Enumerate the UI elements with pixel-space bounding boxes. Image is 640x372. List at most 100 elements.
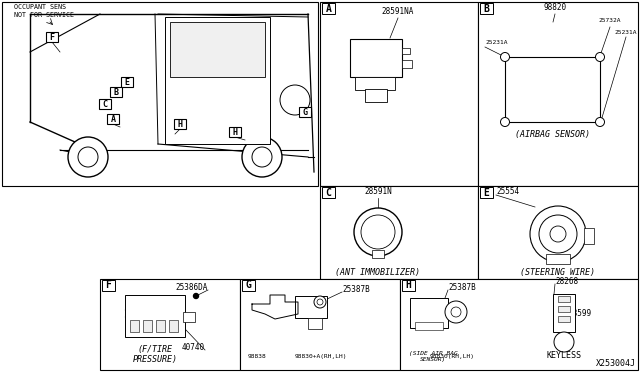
Text: KEYLESS: KEYLESS (547, 352, 582, 360)
Circle shape (78, 147, 98, 167)
Bar (165, 17, 270, 144)
Text: (ANT IMMOBILIZER): (ANT IMMOBILIZER) (335, 267, 420, 276)
Text: OCCUPANT SENS
NOT FOR SERVICE: OCCUPANT SENS NOT FOR SERVICE (14, 4, 74, 17)
Bar (170, 22, 265, 77)
Text: 98838: 98838 (248, 354, 267, 359)
Circle shape (445, 301, 467, 323)
Polygon shape (252, 295, 298, 319)
Text: (STEERING WIRE): (STEERING WIRE) (520, 267, 595, 276)
Bar (558, 296, 570, 302)
Text: F: F (49, 32, 54, 42)
Text: E: E (125, 77, 129, 87)
Bar (415, 322, 443, 330)
Text: A: A (111, 115, 115, 124)
Text: 28599: 28599 (568, 309, 591, 318)
Bar (183, 312, 195, 322)
Text: G: G (303, 108, 307, 116)
Bar (121, 77, 133, 87)
Circle shape (554, 332, 574, 352)
Text: A: A (326, 3, 332, 13)
Bar (402, 48, 410, 54)
Circle shape (530, 206, 586, 262)
Bar (402, 60, 412, 68)
Text: 25732A: 25732A (599, 18, 621, 23)
Text: C: C (326, 187, 332, 198)
Circle shape (595, 52, 605, 61)
Circle shape (595, 118, 605, 126)
Text: 98830(RH,LH): 98830(RH,LH) (430, 354, 475, 359)
Bar (478, 2, 638, 186)
Bar (322, 187, 335, 198)
Text: 25386DA: 25386DA (175, 283, 208, 292)
Circle shape (550, 226, 566, 242)
Bar (365, 89, 387, 102)
Text: 25387B: 25387B (448, 283, 476, 292)
Bar (410, 298, 448, 328)
Bar (546, 254, 570, 264)
Text: C: C (102, 99, 108, 109)
Text: 28591NA: 28591NA (382, 7, 414, 16)
Text: 25554: 25554 (496, 187, 519, 196)
Circle shape (451, 307, 461, 317)
Text: F: F (106, 280, 111, 291)
Text: B: B (484, 3, 490, 13)
Text: H: H (232, 128, 237, 137)
Bar (480, 187, 493, 198)
Bar (156, 320, 165, 332)
Text: 25231A: 25231A (615, 30, 637, 35)
Circle shape (317, 299, 323, 305)
Bar (240, 279, 400, 370)
Bar (2, 2, 318, 186)
Bar (478, 186, 638, 279)
Bar (169, 320, 178, 332)
Bar (125, 295, 185, 337)
Bar (480, 3, 493, 14)
Bar (350, 39, 402, 77)
Bar (355, 77, 395, 90)
Bar (372, 250, 384, 258)
Bar (174, 119, 186, 129)
Circle shape (252, 147, 272, 167)
Text: 40740: 40740 (182, 343, 205, 352)
Text: 25231A: 25231A (485, 40, 508, 45)
Bar (308, 318, 322, 329)
Circle shape (193, 294, 198, 298)
Bar (505, 57, 600, 122)
Bar (295, 296, 327, 318)
Bar (110, 87, 122, 97)
Bar (107, 114, 119, 124)
Text: (SIDE AIR BAG
SENSOR): (SIDE AIR BAG SENSOR) (408, 351, 458, 362)
Bar (100, 279, 240, 370)
Text: B: B (113, 87, 118, 96)
Circle shape (539, 215, 577, 253)
Text: 28591N: 28591N (364, 187, 392, 196)
Bar (46, 32, 58, 42)
Circle shape (361, 215, 395, 249)
Text: 98820: 98820 (543, 3, 566, 12)
Circle shape (500, 52, 509, 61)
Bar (558, 316, 570, 322)
Bar (320, 2, 478, 186)
Bar (320, 186, 478, 279)
Text: H: H (177, 119, 182, 128)
Text: G: G (246, 280, 252, 291)
Text: (AIRBAG SENSOR): (AIRBAG SENSOR) (515, 130, 591, 139)
Text: (F/TIRE
PRESSURE): (F/TIRE PRESSURE) (132, 344, 177, 364)
Bar (584, 228, 594, 244)
Text: X253004J: X253004J (596, 359, 636, 368)
Text: 28268: 28268 (555, 277, 578, 286)
Circle shape (314, 296, 326, 308)
Circle shape (354, 208, 402, 256)
Bar (299, 107, 311, 117)
Bar (130, 320, 139, 332)
Bar (402, 280, 415, 291)
Text: E: E (484, 187, 490, 198)
Circle shape (280, 85, 310, 115)
Circle shape (500, 118, 509, 126)
Bar (400, 279, 638, 370)
Bar (99, 99, 111, 109)
Bar (143, 320, 152, 332)
Bar (322, 3, 335, 14)
Text: 98830+A(RH,LH): 98830+A(RH,LH) (295, 354, 348, 359)
Bar (102, 280, 115, 291)
